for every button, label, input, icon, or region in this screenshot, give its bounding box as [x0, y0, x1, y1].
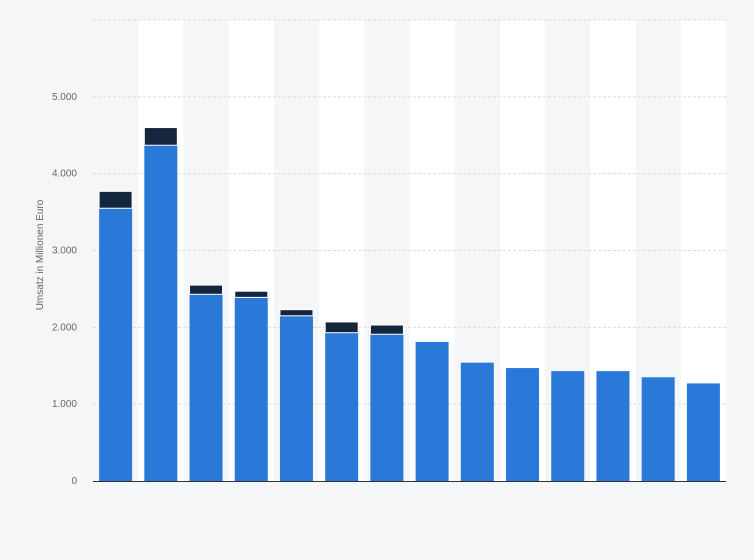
bar-segment[interactable] [98, 190, 133, 209]
bar-segment[interactable] [596, 371, 630, 481]
bar-segment[interactable] [324, 321, 359, 334]
y-tick-label: 0 [71, 476, 77, 487]
y-axis-tick-labels: 0 1.000 2.000 3.000 4.000 5.000 [52, 92, 77, 487]
y-tick-label: 2.000 [52, 322, 77, 333]
bar-segment[interactable] [460, 362, 494, 481]
y-tick-label: 1.000 [52, 399, 77, 410]
bar-segment[interactable] [325, 332, 359, 481]
bar-segment[interactable] [189, 284, 224, 295]
y-tick-label: 5.000 [52, 92, 77, 103]
bar-segment[interactable] [279, 315, 313, 481]
y-tick-label: 4.000 [52, 169, 77, 180]
bar-segment[interactable] [99, 208, 133, 481]
bar-segment[interactable] [143, 127, 178, 146]
y-tick-label: 3.000 [52, 246, 77, 257]
bar-segment[interactable] [506, 368, 540, 481]
bar-segment[interactable] [551, 371, 585, 481]
bar-segment[interactable] [189, 294, 223, 481]
bar-segment[interactable] [686, 383, 720, 481]
bars [98, 127, 720, 481]
y-axis-title: Umsatz in Millionen Euro [35, 199, 46, 310]
bar-segment[interactable] [234, 290, 269, 298]
bar-segment[interactable] [144, 145, 178, 481]
bar-segment[interactable] [641, 377, 675, 481]
bar-segment[interactable] [415, 341, 449, 481]
bar-segment[interactable] [234, 297, 268, 481]
bar-segment[interactable] [369, 324, 404, 335]
bar-segment[interactable] [370, 334, 404, 481]
bar-segment[interactable] [279, 309, 314, 317]
